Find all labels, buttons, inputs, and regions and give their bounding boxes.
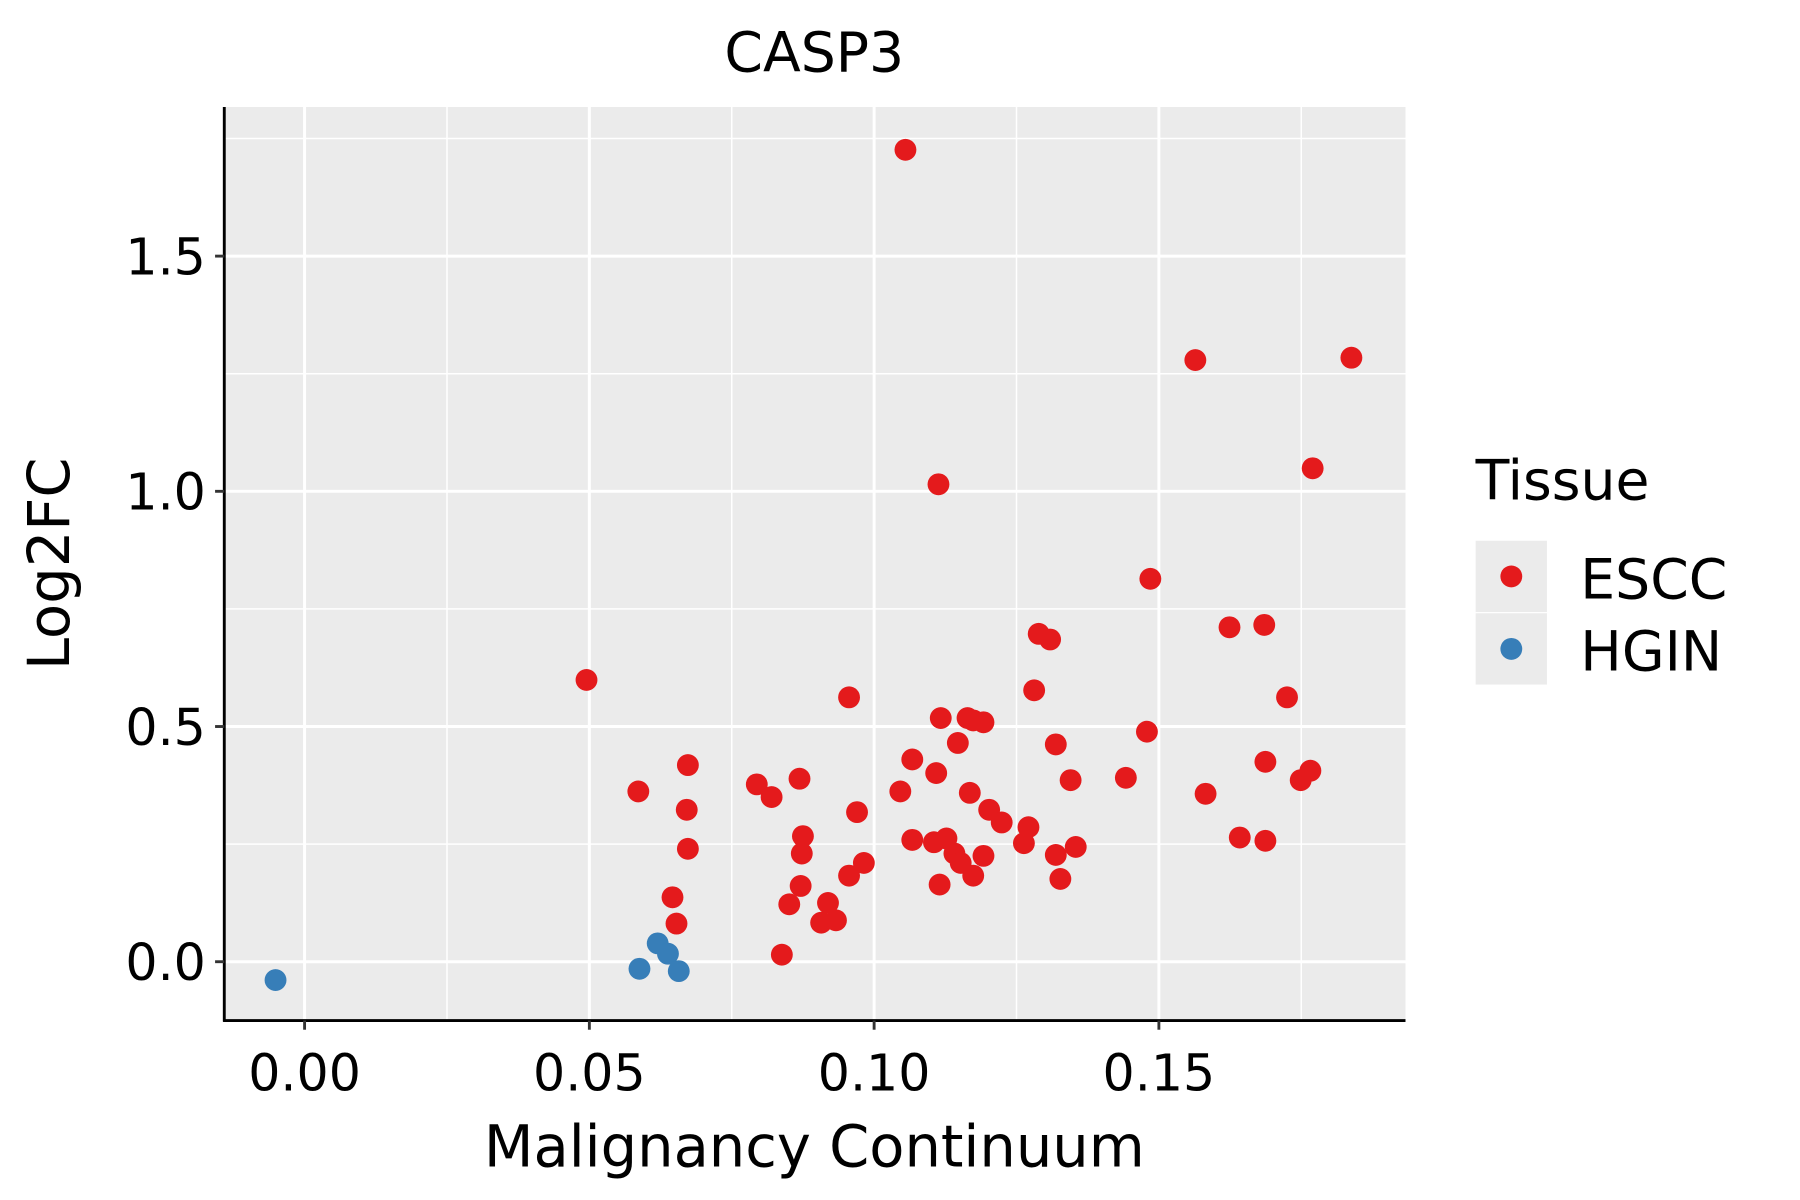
plot-panel: [224, 106, 1406, 1021]
data-point-escc: [1064, 836, 1087, 858]
data-point-hgin: [667, 960, 690, 983]
data-point-escc: [661, 886, 684, 909]
data-point-escc: [901, 748, 924, 771]
data-point-escc: [627, 780, 650, 803]
data-point-escc: [838, 864, 860, 887]
data-point-escc: [676, 837, 699, 860]
data-point-escc: [1340, 346, 1363, 369]
legend-marker-escc: [1500, 565, 1523, 588]
data-point-escc: [929, 707, 952, 729]
data-point-escc: [958, 781, 981, 804]
data-point-escc: [1136, 720, 1158, 743]
data-point-escc: [962, 864, 985, 887]
data-point-escc: [990, 811, 1013, 834]
data-point-escc: [894, 138, 917, 161]
x-tick-label: 0.15: [1103, 1044, 1216, 1103]
legend-title: Tissue: [1475, 449, 1650, 513]
data-point-escc: [927, 473, 950, 496]
data-point-escc: [838, 686, 860, 709]
data-point-escc: [1299, 759, 1322, 782]
data-point-hgin: [628, 957, 651, 980]
data-point-hgin: [264, 969, 287, 991]
data-point-hgin: [657, 942, 679, 965]
data-point-escc: [1184, 349, 1207, 372]
data-point-escc: [792, 825, 814, 848]
data-point-escc: [1254, 750, 1277, 773]
data-point-escc: [676, 754, 699, 777]
data-point-escc: [770, 943, 793, 966]
data-point-escc: [846, 801, 868, 824]
data-point-escc: [575, 669, 598, 691]
data-point-escc: [745, 773, 768, 796]
data-point-escc: [1194, 782, 1217, 805]
data-point-escc: [1114, 766, 1137, 789]
data-point-escc: [946, 732, 969, 754]
data-point-escc: [1228, 826, 1251, 849]
data-point-escc: [1044, 733, 1067, 756]
legend-marker-hgin: [1500, 637, 1523, 660]
data-point-escc: [675, 798, 698, 821]
data-point-escc: [852, 852, 875, 874]
y-axis-title: Log2FC: [16, 457, 83, 670]
x-axis-title: Malignancy Continuum: [484, 1114, 1145, 1181]
data-point-escc: [1044, 844, 1067, 866]
y-tick-label: 1.0: [125, 463, 205, 522]
data-point-escc: [665, 912, 688, 935]
x-tick-label: 0.05: [533, 1044, 646, 1103]
y-tick-label: 1.5: [125, 228, 205, 287]
data-point-escc: [1218, 616, 1241, 639]
data-point-escc: [817, 891, 839, 914]
legend: Tissue ESCC HGIN: [1475, 449, 1728, 684]
data-point-escc: [1301, 457, 1324, 480]
chart-title: CASP3: [724, 21, 904, 85]
y-tick-label: 0.0: [125, 933, 205, 992]
data-point-escc: [790, 842, 813, 865]
data-point-escc: [1023, 679, 1046, 702]
data-point-escc: [789, 875, 812, 897]
data-point-escc: [925, 762, 948, 785]
data-point-escc: [1017, 816, 1040, 839]
data-point-escc: [1059, 769, 1082, 792]
legend-label-hgin: HGIN: [1580, 621, 1722, 685]
data-point-escc: [1276, 686, 1298, 709]
data-point-escc: [825, 909, 847, 932]
legend-label-escc: ESCC: [1580, 548, 1727, 612]
x-tick-label: 0.00: [248, 1044, 361, 1103]
data-point-escc: [1254, 829, 1277, 852]
data-point-escc: [972, 844, 995, 867]
data-point-escc: [928, 873, 951, 896]
data-point-escc: [1049, 867, 1072, 890]
data-point-escc: [889, 780, 912, 803]
y-tick-label: 0.5: [125, 698, 205, 757]
data-point-escc: [1253, 613, 1276, 636]
data-point-escc: [901, 828, 924, 851]
data-point-escc: [788, 767, 811, 790]
x-tick-label: 0.10: [818, 1044, 931, 1103]
data-point-escc: [760, 786, 783, 809]
data-point-escc: [1139, 567, 1162, 590]
data-point-escc: [1039, 628, 1062, 651]
data-point-escc: [972, 711, 995, 734]
data-point-escc: [778, 893, 801, 916]
